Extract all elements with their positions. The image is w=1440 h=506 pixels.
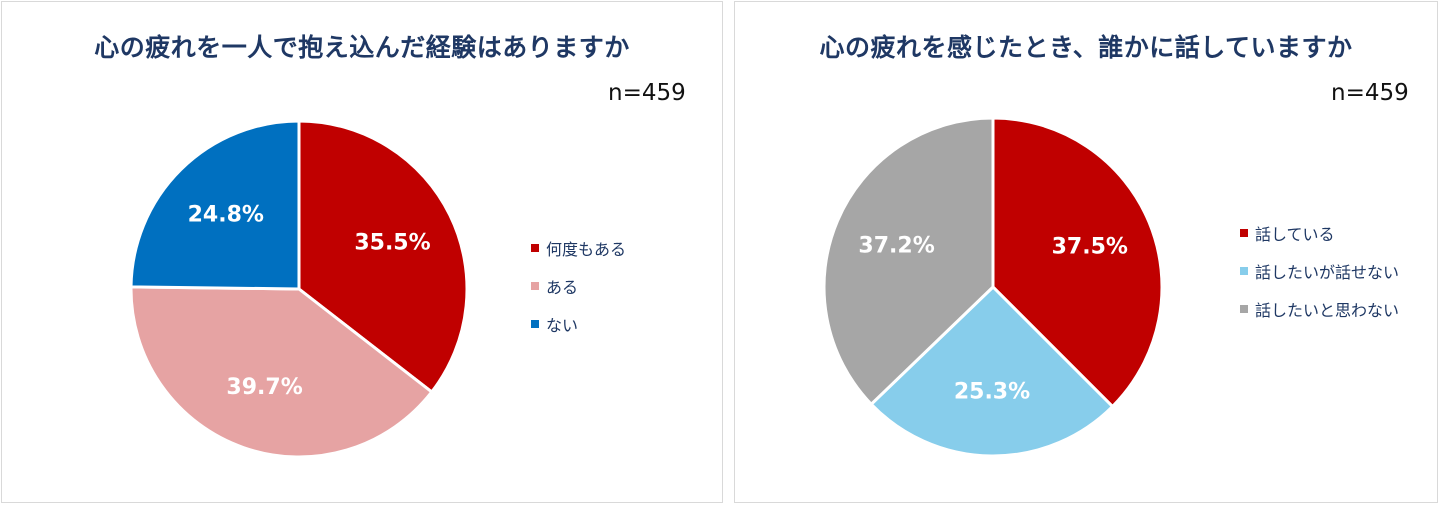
legend-item: 何度もある bbox=[531, 229, 626, 267]
pie-slice bbox=[869, 284, 1115, 458]
chart-title: 心の疲れを一人で抱え込んだ経験はありますか bbox=[94, 33, 630, 62]
legend-swatch bbox=[531, 244, 539, 252]
legend-label: ない bbox=[546, 316, 579, 335]
legend-item: 話したいと思わない bbox=[1240, 290, 1399, 328]
pie-chart: 37.5% 25.3% 37.2% bbox=[822, 116, 1164, 458]
legend-swatch bbox=[531, 320, 539, 328]
chart-panel-1: 心の疲れを一人で抱え込んだ経験はありますか n=459 35.5% 39.7% 24… bbox=[1, 1, 723, 503]
legend-label: 話している bbox=[1255, 225, 1335, 244]
data-label: 37.2% bbox=[858, 234, 934, 259]
legend-swatch bbox=[1240, 267, 1248, 275]
legend-label: 話したいと思わない bbox=[1255, 301, 1400, 320]
data-label: 25.3% bbox=[954, 379, 1030, 404]
legend-label: 話したいが話せない bbox=[1255, 263, 1400, 282]
data-label: 37.5% bbox=[1052, 234, 1128, 259]
pie-slice bbox=[297, 119, 469, 395]
legend-label: ある bbox=[546, 278, 579, 297]
chart-title: 心の疲れを感じたとき、誰かに話していますか bbox=[819, 33, 1353, 62]
data-label: 39.7% bbox=[226, 375, 302, 400]
pie-chart: 35.5% 39.7% 24.8% bbox=[129, 119, 469, 459]
pie-slice bbox=[129, 285, 434, 459]
pie-slice bbox=[991, 116, 1164, 409]
legend: 話している話したいが話せない 話したいと思わない bbox=[1240, 214, 1399, 328]
pie-slice bbox=[822, 116, 995, 407]
data-label: 35.5% bbox=[354, 231, 430, 256]
legend-swatch bbox=[531, 282, 539, 290]
sample-size-label: n=459 bbox=[1331, 80, 1409, 106]
legend: 何度もある ある ない bbox=[531, 229, 626, 343]
legend-swatch bbox=[1240, 305, 1248, 313]
chart-panel-2: 心の疲れを感じたとき、誰かに話していますか n=459 37.5% 25.3% 37… bbox=[734, 1, 1438, 503]
legend-item: 話したいが話せない bbox=[1240, 252, 1399, 290]
legend-item: 話している bbox=[1240, 214, 1399, 252]
data-label: 24.8% bbox=[188, 202, 264, 227]
legend-item: ない bbox=[531, 305, 626, 343]
legend-swatch bbox=[1240, 229, 1248, 237]
legend-item: ある bbox=[531, 267, 626, 305]
sample-size-label: n=459 bbox=[608, 80, 686, 106]
legend-label: 何度もある bbox=[546, 240, 627, 259]
pie-slice bbox=[129, 119, 301, 291]
